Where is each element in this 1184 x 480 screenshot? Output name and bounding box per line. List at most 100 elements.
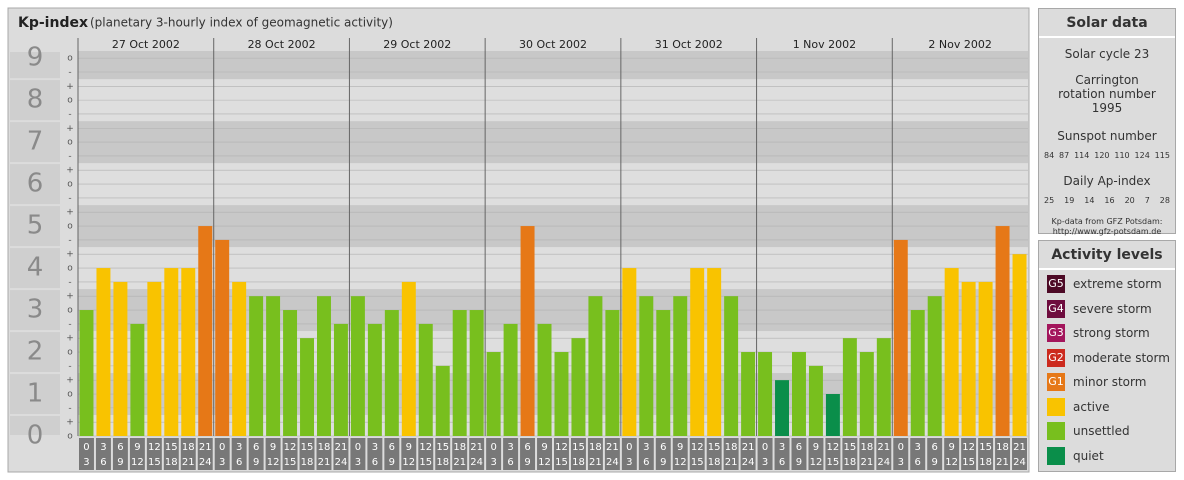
sunspot-value: 115 [1154,151,1170,160]
y-tick-label: o [67,306,73,316]
hour-cell [486,438,502,470]
y-tick-label: - [68,67,71,77]
hour-label: 15 [979,442,992,453]
hour-label: 21 [996,457,1009,468]
hour-label: 9 [389,457,395,468]
hour-cell [859,438,875,470]
hour-cell [537,438,552,470]
hour-cell [570,438,586,470]
bar [266,296,281,436]
y-tick-label: o [67,432,73,442]
hour-label: 15 [419,457,432,468]
hour-label: 18 [165,457,178,468]
hour-label: 24 [335,457,348,468]
hour-label: 15 [165,442,178,453]
y-tick-label: + [66,418,74,428]
bar [859,352,874,436]
hour-cell [638,438,654,470]
hour-cell [282,438,298,470]
hour-label: 6 [779,457,785,468]
bar [656,310,671,436]
hour-label: 9 [660,457,666,468]
date-header [78,38,214,51]
hour-label: 21 [589,457,602,468]
ap-value: 7 [1144,196,1150,205]
hour-label: 6 [524,442,530,453]
hour-label: 0 [898,442,904,453]
y-tick-label: + [66,166,74,176]
hour-label: 12 [945,457,958,468]
hour-label: 24 [742,457,755,468]
solar-title: Solar data [1039,9,1175,38]
sunspot-value: 110 [1114,151,1130,160]
date-header [349,38,486,51]
hour-label: 12 [810,457,823,468]
y-tick-label: + [66,292,74,302]
bar [164,268,179,436]
bar [1012,254,1027,436]
hour-label: 18 [182,442,195,453]
hour-cell [910,438,926,470]
bar [367,323,382,436]
level-cell [10,332,60,373]
hour-label: 3 [762,457,768,468]
hour-label: 6 [796,442,802,453]
legend-swatch: G5 [1047,275,1065,294]
y-tick-label: o [67,96,73,106]
hour-label: 12 [962,442,975,453]
hour-label: 15 [572,442,585,453]
y-major-label: 2 [27,337,44,367]
bar [842,338,857,436]
hour-cell [214,438,230,470]
hour-label: 21 [742,442,755,453]
chart-subtitle: (planetary 3-hourly index of geomagnetic… [90,16,393,30]
level-cell [10,248,60,289]
y-major-label: 7 [27,127,44,157]
bar [96,268,111,436]
bar [893,239,908,436]
bar [910,310,925,436]
bar [707,268,722,436]
hour-label: 9 [117,457,123,468]
date-label: 2 Nov 2002 [928,38,991,51]
bar [384,310,399,436]
y-tick-label: o [67,348,73,358]
legend-swatch [1047,397,1065,416]
hour-cell [842,438,858,470]
hour-label: 18 [436,457,449,468]
hour-label: 6 [643,457,649,468]
hour-label: 6 [236,457,242,468]
hour-cell [757,438,773,470]
hour-label: 21 [877,442,890,453]
hour-cell [401,438,417,470]
y-tick-label: - [68,319,71,329]
hour-label: 0 [626,442,632,453]
hour-label: 3 [507,442,513,453]
hour-label: 18 [589,442,602,453]
hour-cell [95,438,111,470]
hour-label: 24 [470,457,483,468]
hour-label: 18 [725,442,738,453]
bar [792,352,806,436]
hour-cell [978,438,994,470]
hour-cell [825,438,841,470]
hour-label: 15 [148,457,161,468]
legend-label: extreme storm [1073,277,1162,292]
ap-values: 25 19 14 16 20 7 28 [1044,196,1170,205]
y-major-label: 5 [27,211,44,241]
y-tick-label: - [68,151,71,161]
hour-cell [299,438,315,470]
hour-label: 18 [453,442,466,453]
y-major-label: 9 [27,43,44,73]
bar [350,296,365,436]
hour-label: 6 [660,442,666,453]
bar [333,323,348,436]
hour-label: 9 [406,442,412,453]
bar [283,310,298,436]
hour-cell [672,438,688,470]
y-major-label: 4 [27,253,44,283]
level-cell [10,80,60,121]
level-cell [10,416,60,435]
hour-label: 3 [83,457,89,468]
y-major-label: 6 [27,169,44,199]
